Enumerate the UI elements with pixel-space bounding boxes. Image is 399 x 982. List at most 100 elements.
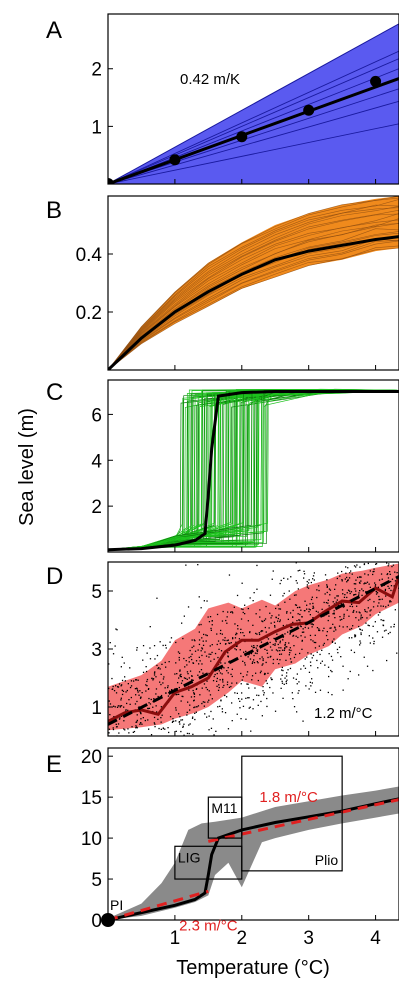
panel-d-dot [301,616,303,618]
panel-d-dot [267,638,270,640]
panel-d-dot [343,596,346,598]
panel-d-dot [196,706,198,708]
panel-d-dot [295,678,297,680]
panel-d-dot [361,588,363,590]
panel-d-dot [178,721,180,723]
panel-d-dot [281,649,284,651]
panel-d-dot [387,604,389,606]
panel-d-dot [337,652,339,654]
panel-d-dot [176,693,178,696]
panel-d-dot [347,678,349,680]
panel-d-dot [185,660,187,662]
panel-a-ensemble-line [108,50,399,184]
panel-d-dot [219,632,222,635]
panel-d-dot [360,614,362,616]
panel-d-dot [318,628,320,630]
panel-d-dot [391,578,394,580]
panel-d-dot [121,684,123,686]
panel-d-dot [279,653,281,655]
panel-d-dot [149,703,152,705]
panel-d-dot [178,659,180,661]
panel-e-box-label: Plio [315,852,339,868]
panel-d-dot [328,675,330,678]
panel-d-dot [203,683,206,685]
panel-d-dot [216,613,219,616]
panel-d-dot [303,573,306,575]
panel-d-dot [329,589,332,591]
panel-d-dot [325,602,328,604]
panel-d-dot [285,680,287,683]
panel-d-dot [372,669,374,672]
panel-d-dot [242,611,244,614]
panel-d-dot [194,650,197,652]
panel-d-dot [247,683,249,685]
panel-d-dot [191,653,193,655]
panel-d-dot [324,593,326,595]
panel-d-dot [309,634,312,637]
panel-d-plot [108,562,399,736]
panel-d-dot [264,672,266,675]
panel-d-dot [349,628,351,630]
panel-d-dot [269,641,271,644]
panel-d-dot [248,654,250,656]
panel-d-dot [210,710,212,713]
panel-d-dot [227,728,230,730]
panel-d-dot [142,659,144,661]
panel-d-dot [219,642,221,645]
panel-d-dot [112,728,115,731]
panel-d-dot [120,697,122,699]
panel-d-dot [162,727,164,729]
panel-d-dot [189,670,192,672]
panel-d-dot [197,564,199,566]
panel-d-dot [150,734,153,736]
panel-d-dot [329,627,331,629]
panel-d-dot [299,619,301,621]
panel-d-dot [385,629,387,631]
panel-b-ensemble-line [108,197,399,370]
panel-d-dot [150,698,152,701]
panel-d-dot [280,647,282,649]
panel-d-dot [368,583,370,585]
panel-d-dot [128,699,130,701]
panel-d-dot [240,628,242,630]
panel-d-dot [176,673,178,675]
panel-d-dot [365,582,367,584]
panel-d-dot [172,720,174,722]
panel-d-dot [218,648,220,650]
panel-d-dot [307,582,310,584]
panel-d-dot [373,640,375,643]
panel-d-dot [173,720,175,722]
panel-d-dot [277,620,279,622]
panel-d-dot [129,667,131,669]
panel-e-fit-low-label: 2.3 m/°C [179,918,238,935]
panel-d-dot [216,643,218,646]
panel-d-dot [301,648,303,650]
panel-d-dot [336,648,339,651]
panel-d-dot [168,731,170,734]
panel-d-dot [185,564,187,566]
panel-d-dot [384,589,386,592]
panel-d-dot [358,674,360,676]
panel-d-dot [202,672,204,674]
panel-d-dot [142,645,145,647]
panel-d-dot [206,688,209,691]
panel-d-dot [299,569,301,571]
panel-d-dot [180,730,182,733]
panel-d-dot [209,645,211,647]
panel-d-dot [204,701,206,703]
panel-d-dot [134,703,137,705]
panel-d-dot [312,605,314,607]
panel-a-ensemble-line [108,123,399,184]
panel-d-dot [264,618,267,620]
panel-d-dot [158,727,160,730]
panel-d-dot [296,673,298,675]
panel-b-mean-line [108,235,399,370]
panel-d-dot [179,723,181,725]
panel-d-dot [190,655,192,658]
panel-d-dot [167,695,170,697]
panel-d-dot [208,656,210,658]
panel-d-dot [198,656,200,658]
panel-d-dot [285,675,288,677]
panel-d-dot [331,671,333,673]
panel-d-dot [342,665,344,667]
